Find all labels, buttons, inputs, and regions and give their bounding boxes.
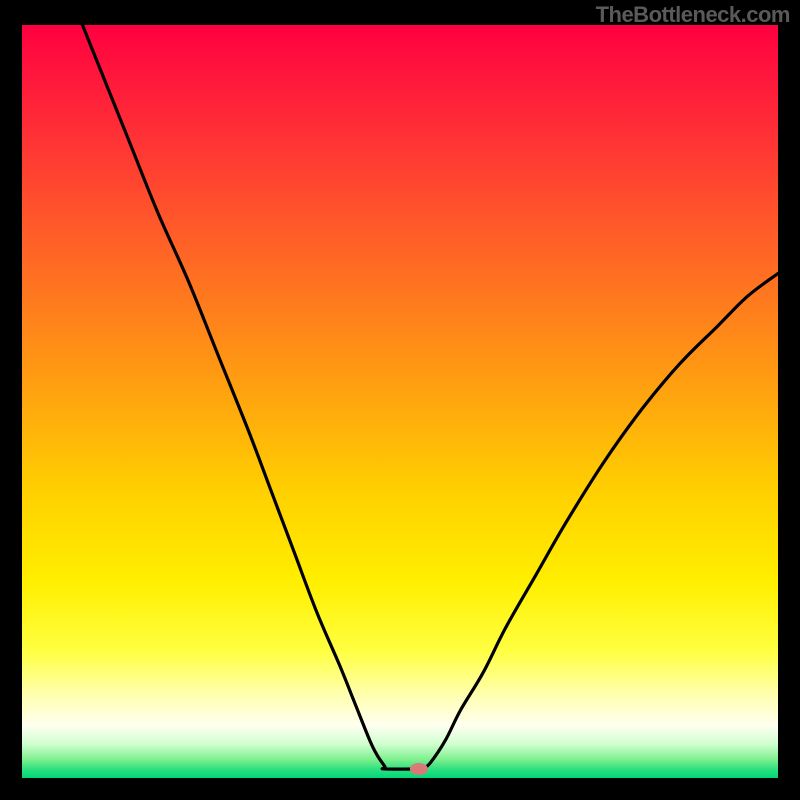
gradient-background bbox=[22, 25, 778, 778]
optimal-point-marker bbox=[410, 763, 428, 775]
bottleneck-chart bbox=[0, 0, 800, 800]
watermark-text: TheBottleneck.com bbox=[596, 2, 790, 28]
